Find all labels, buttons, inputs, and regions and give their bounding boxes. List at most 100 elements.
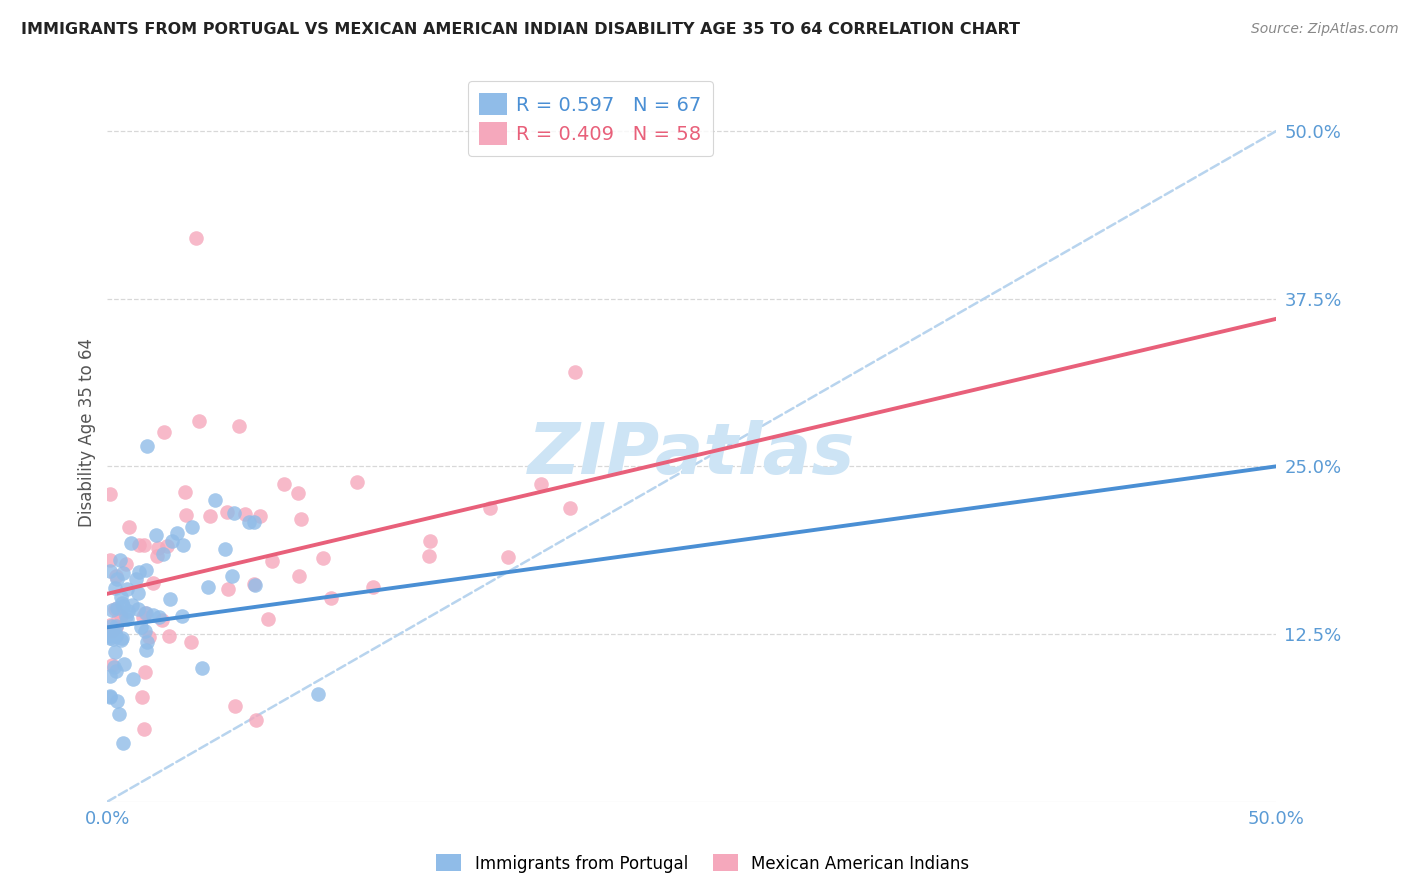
Point	[157, 629, 180, 643]
Point	[108, 553, 131, 567]
Point	[156, 539, 179, 553]
Point	[104, 602, 127, 616]
Point	[198, 509, 221, 524]
Point	[136, 439, 159, 453]
Point	[134, 665, 156, 680]
Point	[135, 607, 157, 621]
Point	[105, 620, 128, 634]
Point	[287, 485, 309, 500]
Point	[98, 631, 121, 645]
Point	[105, 573, 128, 587]
Point	[100, 619, 122, 633]
Point	[115, 609, 138, 624]
Point	[146, 549, 169, 563]
Point	[98, 690, 121, 704]
Point	[152, 547, 174, 561]
Point	[221, 568, 243, 582]
Point	[127, 586, 149, 600]
Point	[312, 551, 335, 566]
Point	[233, 508, 256, 522]
Point	[558, 501, 581, 516]
Point	[174, 508, 197, 522]
Point	[132, 722, 155, 736]
Point	[288, 569, 311, 583]
Point	[98, 689, 121, 703]
Text: Source: ZipAtlas.com: Source: ZipAtlas.com	[1251, 22, 1399, 37]
Point	[134, 624, 156, 638]
Point	[107, 612, 129, 626]
Point	[174, 484, 197, 499]
Legend: R = 0.597   N = 67, R = 0.409   N = 58: R = 0.597 N = 67, R = 0.409 N = 58	[468, 81, 713, 156]
Point	[117, 604, 139, 618]
Legend: Immigrants from Portugal, Mexican American Indians: Immigrants from Portugal, Mexican Americ…	[430, 847, 976, 880]
Point	[107, 600, 129, 615]
Point	[103, 626, 125, 640]
Point	[135, 634, 157, 648]
Point	[160, 534, 183, 549]
Point	[98, 618, 121, 632]
Point	[121, 598, 143, 612]
Point	[115, 582, 138, 596]
Point	[112, 657, 135, 672]
Point	[111, 631, 134, 645]
Point	[111, 566, 134, 580]
Point	[228, 419, 250, 434]
Point	[260, 554, 283, 568]
Point	[214, 542, 236, 557]
Point	[319, 591, 342, 605]
Point	[104, 629, 127, 643]
Point	[105, 693, 128, 707]
Point	[191, 661, 214, 675]
Point	[418, 549, 440, 563]
Point	[530, 477, 553, 491]
Point	[134, 606, 156, 620]
Y-axis label: Disability Age 35 to 64: Disability Age 35 to 64	[79, 338, 96, 527]
Point	[135, 642, 157, 657]
Point	[419, 534, 441, 549]
Point	[245, 713, 267, 727]
Point	[104, 619, 127, 633]
Point	[104, 581, 127, 595]
Point	[166, 526, 188, 541]
Point	[131, 690, 153, 705]
Point	[145, 528, 167, 542]
Point	[98, 553, 121, 567]
Point	[217, 582, 239, 596]
Point	[564, 366, 586, 380]
Point	[132, 610, 155, 624]
Point	[120, 536, 142, 550]
Point	[170, 608, 193, 623]
Point	[115, 557, 138, 571]
Point	[98, 669, 121, 683]
Point	[103, 660, 125, 674]
Point	[108, 707, 131, 722]
Point	[103, 645, 125, 659]
Point	[186, 231, 208, 245]
Point	[307, 687, 329, 701]
Point	[111, 596, 134, 610]
Point	[197, 580, 219, 594]
Point	[127, 602, 149, 616]
Point	[104, 664, 127, 678]
Point	[125, 572, 148, 586]
Point	[215, 505, 238, 519]
Point	[256, 612, 278, 626]
Point	[122, 672, 145, 686]
Point	[150, 613, 173, 627]
Point	[479, 500, 502, 515]
Text: IMMIGRANTS FROM PORTUGAL VS MEXICAN AMERICAN INDIAN DISABILITY AGE 35 TO 64 CORR: IMMIGRANTS FROM PORTUGAL VS MEXICAN AMER…	[21, 22, 1021, 37]
Point	[222, 506, 245, 520]
Point	[128, 565, 150, 579]
Point	[135, 563, 157, 577]
Point	[98, 629, 121, 643]
Point	[243, 577, 266, 591]
Point	[105, 569, 128, 583]
Point	[290, 512, 312, 526]
Point	[181, 520, 204, 534]
Point	[128, 538, 150, 552]
Point	[117, 520, 139, 534]
Text: ZIPatlas: ZIPatlas	[529, 420, 855, 490]
Point	[115, 612, 138, 626]
Point	[110, 608, 132, 623]
Point	[98, 564, 121, 578]
